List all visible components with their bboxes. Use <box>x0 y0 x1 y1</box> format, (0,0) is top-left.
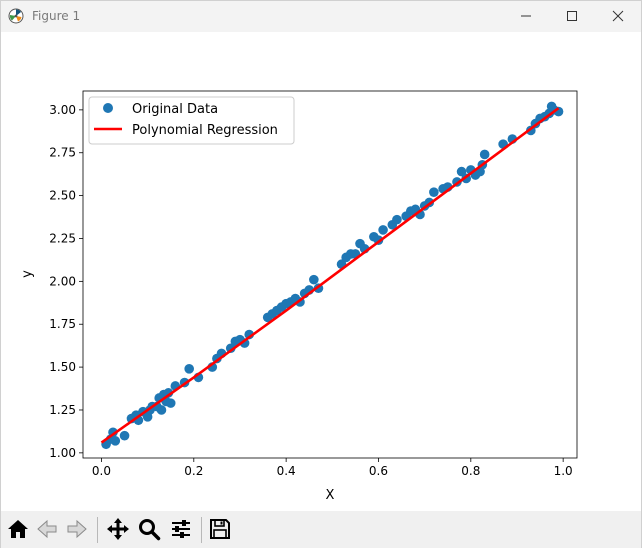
data-point <box>119 430 130 441</box>
x-tick-label: 0.6 <box>369 464 388 478</box>
pan-button[interactable] <box>104 516 133 543</box>
toolbar-separator <box>97 517 98 543</box>
legend-label-polynomial-regression: Polynomial Regression <box>132 123 278 138</box>
y-tick-label: 1.25 <box>49 403 76 417</box>
navigation-toolbar <box>1 511 641 548</box>
data-point <box>392 214 402 225</box>
legend-marker-scatter <box>103 103 113 113</box>
figure-canvas[interactable]: 0.0 0.2 0.4 0.6 0.8 1.0 1.00 1.25 1.50 1.75 2.00 2.… <box>1 32 641 511</box>
axis-ticks: 0.0 0.2 0.4 0.6 0.8 1.0 1.00 1.25 1.50 1.75 2.00 2.… <box>49 103 572 478</box>
data-point <box>184 364 194 374</box>
data-point <box>156 405 167 415</box>
y-tick-label: 2.50 <box>49 189 76 203</box>
regression-line <box>100 107 560 444</box>
floppy-disk-icon <box>210 519 230 539</box>
move-icon <box>107 518 129 540</box>
back-button[interactable] <box>33 516 62 543</box>
configure-subplots-button[interactable] <box>167 516 196 543</box>
x-tick-label: 0.2 <box>184 464 203 478</box>
legend-box <box>88 96 295 145</box>
data-point <box>239 338 250 348</box>
data-point <box>378 225 388 235</box>
arrow-right-icon <box>67 519 87 539</box>
y-axis-label: y <box>20 270 35 278</box>
y-tick-label: 3.00 <box>49 103 76 117</box>
home-button[interactable] <box>4 516 33 543</box>
data-point <box>429 187 439 197</box>
y-tick-label: 2.00 <box>49 274 76 288</box>
data-point <box>165 398 176 408</box>
data-point <box>225 343 236 354</box>
maximize-button[interactable] <box>549 1 595 32</box>
home-icon <box>8 520 28 538</box>
window-title: Figure 1 <box>32 9 81 23</box>
data-point <box>309 274 319 285</box>
y-tick-label: 1.75 <box>49 317 76 331</box>
y-tick-label: 2.25 <box>49 231 76 245</box>
y-tick-label: 2.75 <box>49 146 76 160</box>
data-point <box>456 166 467 177</box>
scatter-chart: 0.0 0.2 0.4 0.6 0.8 1.0 1.00 1.25 1.50 1.75 2.00 2.… <box>20 90 578 503</box>
sliders-icon <box>172 520 190 538</box>
forward-button[interactable] <box>63 516 92 543</box>
arrow-left-icon <box>37 519 57 539</box>
minimize-button[interactable] <box>503 1 549 32</box>
y-tick-label: 1.50 <box>49 360 76 374</box>
maximize-icon <box>567 11 577 21</box>
data-point <box>110 436 121 446</box>
legend: Original Data Polynomial Regression <box>88 96 295 145</box>
close-button[interactable] <box>595 1 641 32</box>
matplotlib-logo-icon <box>8 8 24 24</box>
x-tick-label: 0.4 <box>277 464 296 478</box>
data-point <box>163 388 174 398</box>
close-icon <box>612 10 624 22</box>
minimize-icon <box>521 15 531 17</box>
title-bar: Figure 1 <box>1 1 641 32</box>
magnifier-icon <box>139 519 161 541</box>
save-button[interactable] <box>206 516 235 543</box>
x-tick-label: 0.8 <box>461 464 480 478</box>
x-tick-label: 0.0 <box>92 464 111 478</box>
zoom-button[interactable] <box>135 516 164 543</box>
data-point <box>479 149 490 160</box>
x-axis-label: X <box>326 488 335 503</box>
toolbar-separator <box>201 517 202 543</box>
data-marks <box>100 101 564 450</box>
y-tick-label: 1.00 <box>49 446 76 460</box>
x-tick-label: 1.0 <box>554 464 573 478</box>
legend-label-original-data: Original Data <box>132 102 218 117</box>
